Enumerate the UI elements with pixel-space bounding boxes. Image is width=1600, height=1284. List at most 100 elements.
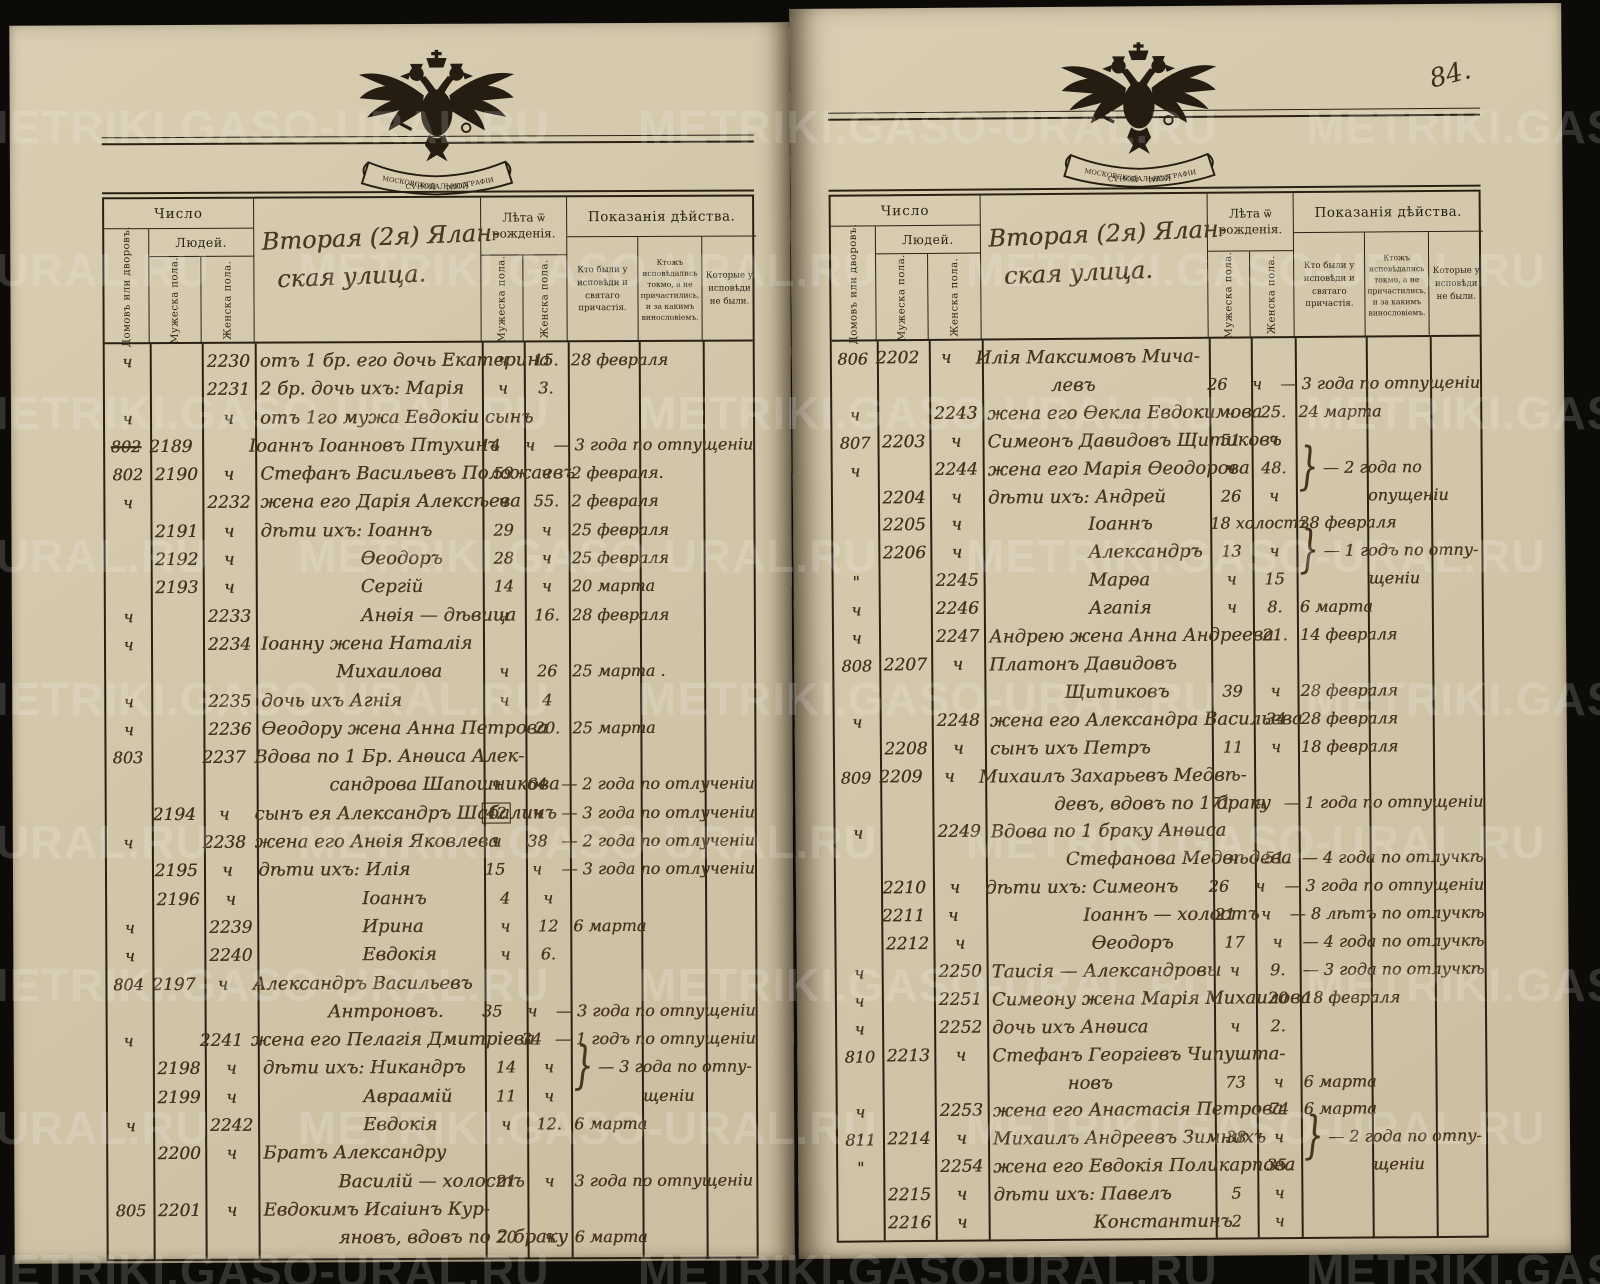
cell: 2204 <box>882 487 926 508</box>
cell: 26 <box>1206 374 1228 394</box>
cell: дѣти ихъ: Павелъ <box>988 1180 1215 1210</box>
cell: ч <box>1260 904 1271 924</box>
cell: 28 февраля <box>570 349 669 370</box>
person-name-continued: Михаилова <box>336 661 443 683</box>
person-name: дѣти ихъ: Симеонъ <box>985 876 1179 899</box>
cell: ч <box>123 635 134 655</box>
cell: 2252 <box>938 1017 983 1038</box>
cell: 2194 <box>152 804 196 825</box>
header-confessed: Кто были у исповѣди и святаго причастія. <box>567 236 639 343</box>
cell: ч <box>541 548 552 568</box>
ribbon-text-center: СѴНОДАЛЬНОЙ <box>406 182 469 191</box>
person-name: дочь ихъ Анѳиса <box>992 1016 1149 1039</box>
cell: ч <box>223 464 235 485</box>
person-name: Александръ <box>1088 541 1203 564</box>
cell: 2203 <box>881 431 926 453</box>
cell: ч <box>123 1031 134 1051</box>
cell: дѣти ихъ: Іоаннъ <box>255 516 482 545</box>
person-name-continued: Щитиковъ <box>1064 680 1170 703</box>
cell: 811 <box>845 1130 876 1151</box>
header-people: Людей. <box>875 225 982 255</box>
cell: ч <box>1255 792 1266 812</box>
cell: ч <box>222 861 233 882</box>
cell: 29 <box>493 520 514 540</box>
cell: ч <box>500 944 511 964</box>
person-name: Андрею жена Анна Андреева. <box>988 624 1280 648</box>
register-row: 2194 ч сынъ ея Александръ Шабалинъ 42 ч — 3 г… <box>107 798 755 829</box>
cell: щеніи <box>1373 1154 1425 1174</box>
cell: жена его Ѳекла Евдокимова <box>982 399 1262 429</box>
cell: Евдокимъ Исаіинъ Кур-яновъ, вдовъ по 2 б… <box>258 1196 567 1254</box>
cell: Іоаннъ <box>257 884 484 913</box>
cell: Евдокія <box>258 1111 485 1140</box>
cell: 11 <box>495 1086 517 1106</box>
cell: ч <box>956 1184 968 1205</box>
cell: } — 2 года по отпу- <box>1303 1106 1482 1167</box>
cell: 2250 <box>938 961 982 982</box>
cell: ч <box>1229 960 1240 980</box>
header-male-count: Мужеска пола. <box>876 253 929 342</box>
register-row: ч 2240 Евдокія ч 6. <box>107 940 755 971</box>
cell: ч <box>1268 485 1279 505</box>
cell: ч <box>1251 374 1263 394</box>
cell: 2253 <box>939 1101 983 1122</box>
cell: Братъ Александру Василій — холостъ <box>258 1139 525 1197</box>
cell: ч <box>951 515 963 536</box>
cell: } — 3 года по отпу- <box>573 1036 752 1097</box>
register-row: 2191 ч дѣти ихъ: Іоаннъ 29 ч 25 февраля <box>105 515 753 546</box>
cell: 6. <box>540 944 557 964</box>
cell: 2. <box>1270 1015 1286 1036</box>
cell: Михаилъ Захарьевъ Медвѣ-девъ, вдовъ по 1… <box>974 761 1271 819</box>
person-name: Таисія — Александровы <box>991 959 1222 983</box>
person-name: жена его Анѳія Яковлева <box>254 830 500 853</box>
cell: ч <box>543 1057 554 1077</box>
person-name: отъ 1 бр. его дочь Екатерина <box>259 349 550 372</box>
cell: 2193 <box>155 578 199 599</box>
person-name: Константинъ <box>1093 1210 1233 1233</box>
cell: 806 <box>837 349 869 369</box>
register-table-right: Число Людей. Домовъ или дворовъ. Мужеска… <box>828 189 1489 1243</box>
cell: — 3 года по отлучкѣ <box>1302 958 1485 979</box>
cell: 2201 <box>157 1200 202 1221</box>
cell: ч <box>543 1086 554 1106</box>
header-male-count: Мужеска пола. <box>149 256 202 345</box>
cell: жена его Пелагія Дмитріева <box>246 1026 535 1055</box>
cell: 21. <box>1262 625 1288 645</box>
register-row: 2208 ч сынъ ихъ Петръ 11 ч 18 февраля <box>835 731 1483 764</box>
cell: ч <box>1272 932 1283 952</box>
register-row: 803 2237 Вдова по 1 Бр. Анѳиса Алек-сандро… <box>106 742 755 801</box>
cell: Таисія — Александровы <box>987 957 1222 987</box>
person-name: Ѳеодору жена Анна Петрова <box>261 717 548 740</box>
imperial-eagle-emblem: МОСКОВСКОЙ СѴНОДАЛЬНОЙ ТИПОГРАФІИ <box>1043 41 1234 203</box>
street-title: Вторая (2я) Ялан- ская улица. <box>261 218 501 294</box>
cell: ч <box>123 833 134 853</box>
register-row: 805 2201 ч Евдокимъ Исаіинъ Кур-яновъ, вдов… <box>108 1194 756 1253</box>
cell: жена его Анѳія Яковлева <box>249 828 500 857</box>
double-headed-eagle-icon: МОСКОВСКОЙ СѴНОДАЛЬНОЙ ТИПОГРАФІИ <box>358 49 515 196</box>
cell: ч <box>1270 736 1281 756</box>
cell: Платонъ Давидовъ Щитиковъ <box>984 650 1211 708</box>
register-row: ч ч отъ 1го мужа Евдокіи сынъ <box>105 402 753 433</box>
person-name: Іоаннъ <box>362 887 427 909</box>
register-row: ч 2234 Іоанну жена Наталія Михаилова ч 26 25 м… <box>106 628 754 687</box>
cell: — 3 года по отпущеніи <box>1284 874 1485 896</box>
person-name: 2 бр. дочь ихъ: Марія <box>259 378 464 400</box>
cell: 804 <box>113 974 144 994</box>
person-name: Іоаннъ — холостъ <box>1083 903 1260 926</box>
cell: 803 <box>112 748 144 768</box>
cell: ч <box>226 1059 237 1080</box>
cell: ч <box>1228 848 1239 868</box>
person-name: Михаилъ Захарьевъ Медвѣ- <box>978 764 1247 788</box>
register-row: 2192 ч Ѳеодоръ 28 ч 25 февраля <box>106 544 754 575</box>
header-female-count: Женска пола. <box>928 253 982 341</box>
cell: — 3 года по отпущеніи <box>555 1000 756 1021</box>
cell: 2230 <box>206 351 250 372</box>
cell: ч <box>532 859 543 879</box>
cell: — 8 лѣтъ по отлучкѣ <box>1289 902 1485 924</box>
cell: 2231 <box>206 379 251 401</box>
cell: ч <box>124 946 135 966</box>
cell: ч <box>955 1045 967 1066</box>
register-row: ч 2243 жена его Ѳекла Евдокимова ч 25. 24 мар… <box>832 396 1480 429</box>
cell: ч <box>949 877 961 899</box>
cell: ч <box>956 1129 967 1150</box>
